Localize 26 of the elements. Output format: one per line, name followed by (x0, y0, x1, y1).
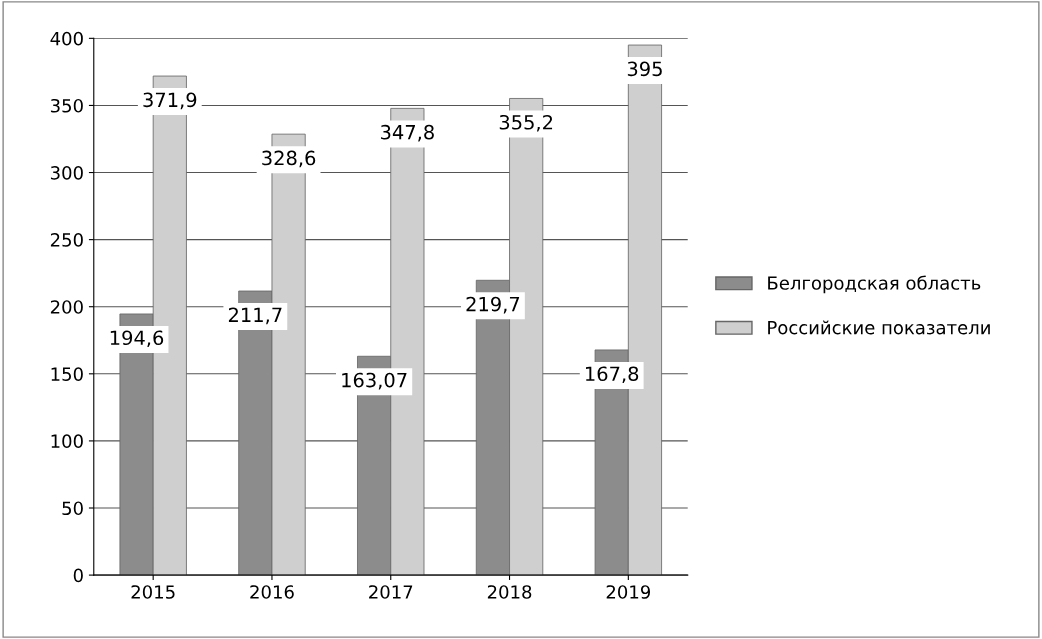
legend-label: Белгородская область (768, 275, 981, 294)
y-tick-label: 250 (50, 233, 83, 247)
y-tick-label: 100 (51, 434, 83, 449)
data-label: 167,8 (586, 366, 639, 384)
x-tick-label: 2019 (606, 585, 651, 599)
x-tick-label: 2015 (131, 585, 175, 599)
data-label: 347,8 (381, 124, 434, 142)
data-label: 163,07 (342, 372, 407, 390)
y-tick-label: 0 (73, 568, 83, 583)
x-tick-label: 2018 (487, 585, 532, 599)
y-tick-label: 300 (50, 165, 83, 180)
x-tick-label: 2017 (369, 585, 413, 599)
data-label: 211,7 (228, 307, 282, 325)
legend-label: Российские показатели (768, 320, 990, 335)
y-tick-label: 200 (50, 300, 83, 314)
data-label: 395 (627, 61, 662, 77)
x-tick-label: 2016 (250, 585, 294, 599)
y-tick-label: 50 (62, 501, 83, 516)
y-tick-label: 400 (50, 31, 83, 46)
data-label: 355,2 (499, 114, 553, 132)
y-tick-label: 150 (51, 367, 83, 381)
y-tick-label: 350 (50, 98, 83, 113)
data-label: 371,9 (143, 92, 197, 110)
data-label: 194,6 (110, 330, 164, 348)
data-label: 219,7 (466, 296, 520, 314)
data-label: 328,6 (262, 150, 316, 168)
